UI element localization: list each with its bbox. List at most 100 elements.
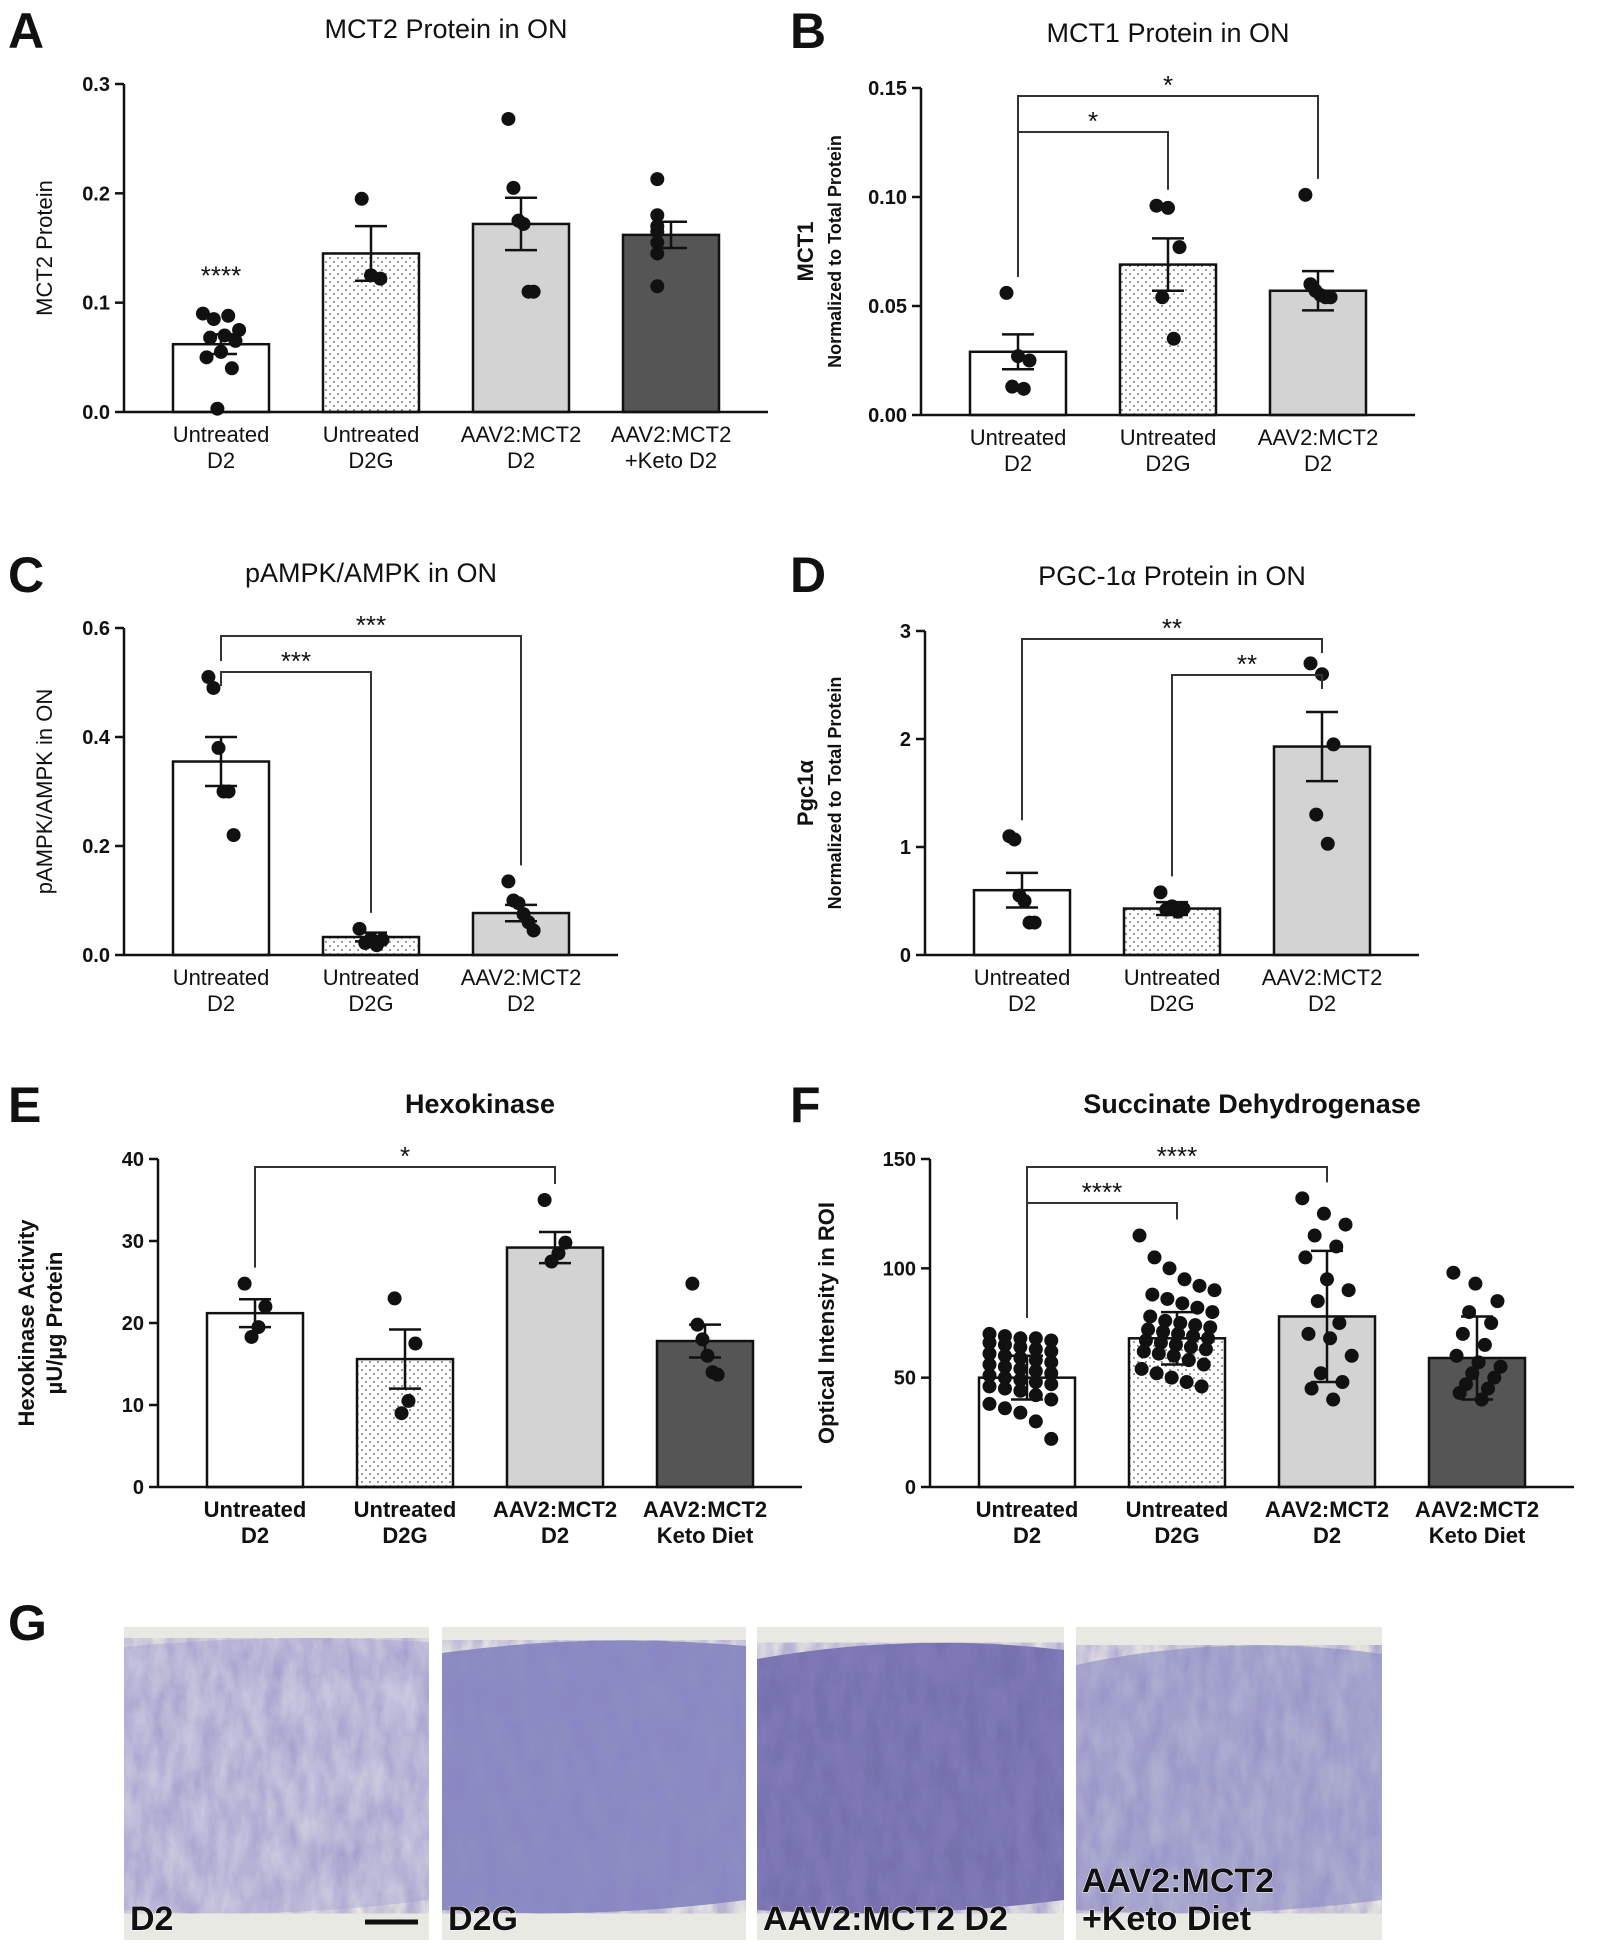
x-tick-label: D2G bbox=[348, 448, 393, 473]
data-point bbox=[516, 216, 531, 231]
data-point bbox=[1022, 353, 1037, 368]
data-point bbox=[1044, 1377, 1059, 1392]
y-tick-label: 0.0 bbox=[82, 402, 110, 424]
y-tick-label: 0.0 bbox=[82, 945, 110, 967]
x-tick-label: Untreated bbox=[974, 965, 1071, 990]
error-bar bbox=[539, 1230, 571, 1265]
panel-letter: F bbox=[790, 1077, 821, 1133]
data-point bbox=[1044, 1333, 1059, 1348]
data-point bbox=[1017, 894, 1032, 908]
error-bar bbox=[1161, 1310, 1193, 1366]
x-tick-label: Keto Diet bbox=[1429, 1523, 1526, 1548]
error-bar bbox=[1311, 1249, 1343, 1384]
chart-title: MCT2 Protein in ON bbox=[324, 14, 567, 44]
data-point bbox=[1468, 1276, 1483, 1291]
data-point bbox=[1149, 1366, 1164, 1381]
significance-label: * bbox=[1163, 70, 1173, 100]
y-tick-label: 1 bbox=[900, 837, 911, 859]
data-point bbox=[997, 1401, 1012, 1416]
x-tick-label: Untreated bbox=[173, 965, 270, 990]
data-point bbox=[1013, 1383, 1028, 1398]
micrograph-tissue bbox=[124, 1638, 429, 1914]
data-point bbox=[506, 180, 521, 195]
x-tick-label: D2 bbox=[241, 1523, 269, 1548]
data-point bbox=[1161, 200, 1175, 215]
y-axis-label: Normalized to Total Protein bbox=[825, 135, 845, 368]
data-point bbox=[1326, 1392, 1341, 1407]
y-tick-label: 0.1 bbox=[82, 293, 110, 315]
data-point bbox=[1341, 1283, 1356, 1298]
data-point bbox=[358, 936, 373, 951]
y-tick-label: 40 bbox=[122, 1149, 144, 1171]
error-bar bbox=[1461, 1315, 1493, 1401]
micrograph-label: D2 bbox=[130, 1900, 173, 1938]
micrograph-label: AAV2:MCT2 D2 bbox=[763, 1900, 1008, 1938]
y-axis-label: pAMPK/AMPK in ON bbox=[32, 689, 57, 894]
data-point bbox=[1303, 656, 1318, 671]
data-point bbox=[1143, 1309, 1158, 1324]
data-point bbox=[1190, 1300, 1205, 1315]
data-point bbox=[1490, 1294, 1505, 1309]
data-point bbox=[526, 284, 541, 299]
data-point bbox=[1449, 1348, 1464, 1363]
data-point bbox=[1155, 290, 1170, 305]
data-point bbox=[1044, 1431, 1059, 1446]
data-point bbox=[206, 312, 221, 327]
bar bbox=[505, 1246, 605, 1489]
data-point bbox=[997, 1381, 1012, 1396]
significance-bracket bbox=[1026, 1166, 1328, 1318]
data-point bbox=[1309, 807, 1324, 822]
data-point bbox=[1175, 1296, 1190, 1311]
panel-letter: B bbox=[790, 3, 826, 59]
y-tick-label: 0.00 bbox=[868, 405, 907, 427]
data-point bbox=[1044, 1366, 1059, 1381]
data-point bbox=[700, 1348, 715, 1363]
error-bar bbox=[355, 224, 387, 283]
x-tick-label: AAV2:MCT2 bbox=[461, 422, 582, 447]
y-tick-label: 2 bbox=[900, 729, 911, 751]
data-point bbox=[1186, 1329, 1201, 1344]
data-point bbox=[1192, 1278, 1207, 1293]
x-tick-label: AAV2:MCT2 bbox=[1265, 1497, 1389, 1522]
data-point bbox=[544, 1254, 559, 1269]
x-tick-label: D2G bbox=[382, 1523, 427, 1548]
y-tick-label: 3 bbox=[900, 621, 911, 643]
micrograph-label: AAV2:MCT2 bbox=[1082, 1862, 1274, 1900]
y-axis-label: µU/µg Protein bbox=[42, 1252, 67, 1395]
x-tick-label: D2 bbox=[1308, 991, 1336, 1016]
error-bar bbox=[1002, 333, 1034, 371]
error-bar bbox=[355, 931, 387, 943]
data-point bbox=[1326, 737, 1341, 752]
data-point bbox=[1013, 1340, 1028, 1355]
data-point bbox=[1028, 1364, 1043, 1379]
data-point bbox=[1310, 1294, 1325, 1309]
data-point bbox=[1307, 1228, 1322, 1243]
data-point bbox=[501, 111, 516, 126]
data-point bbox=[1298, 187, 1313, 202]
data-point bbox=[1166, 331, 1181, 346]
panel-letter: D bbox=[790, 547, 826, 603]
data-point bbox=[1207, 1283, 1222, 1298]
x-tick-label: AAV2:MCT2 bbox=[611, 422, 732, 447]
data-point bbox=[1005, 379, 1020, 394]
data-point bbox=[221, 784, 236, 799]
data-point bbox=[1028, 1331, 1043, 1346]
data-point bbox=[997, 1348, 1012, 1363]
y-axis-label: MCT2 Protein bbox=[32, 180, 57, 316]
bar bbox=[655, 1339, 755, 1489]
data-point bbox=[1028, 1414, 1043, 1429]
y-tick-label: 0.2 bbox=[82, 183, 110, 205]
data-point bbox=[501, 874, 516, 889]
y-tick-label: 0 bbox=[905, 1477, 916, 1499]
data-point bbox=[982, 1335, 997, 1350]
data-point bbox=[1203, 1320, 1218, 1335]
x-tick-label: D2 bbox=[1004, 451, 1032, 476]
y-tick-label: 30 bbox=[122, 1231, 144, 1253]
significance-label: **** bbox=[1157, 1141, 1197, 1171]
error-bar bbox=[1302, 269, 1334, 312]
data-point bbox=[1162, 1261, 1177, 1276]
x-tick-label: AAV2:MCT2 bbox=[461, 965, 582, 990]
data-point bbox=[206, 680, 221, 695]
data-point bbox=[1159, 902, 1174, 917]
